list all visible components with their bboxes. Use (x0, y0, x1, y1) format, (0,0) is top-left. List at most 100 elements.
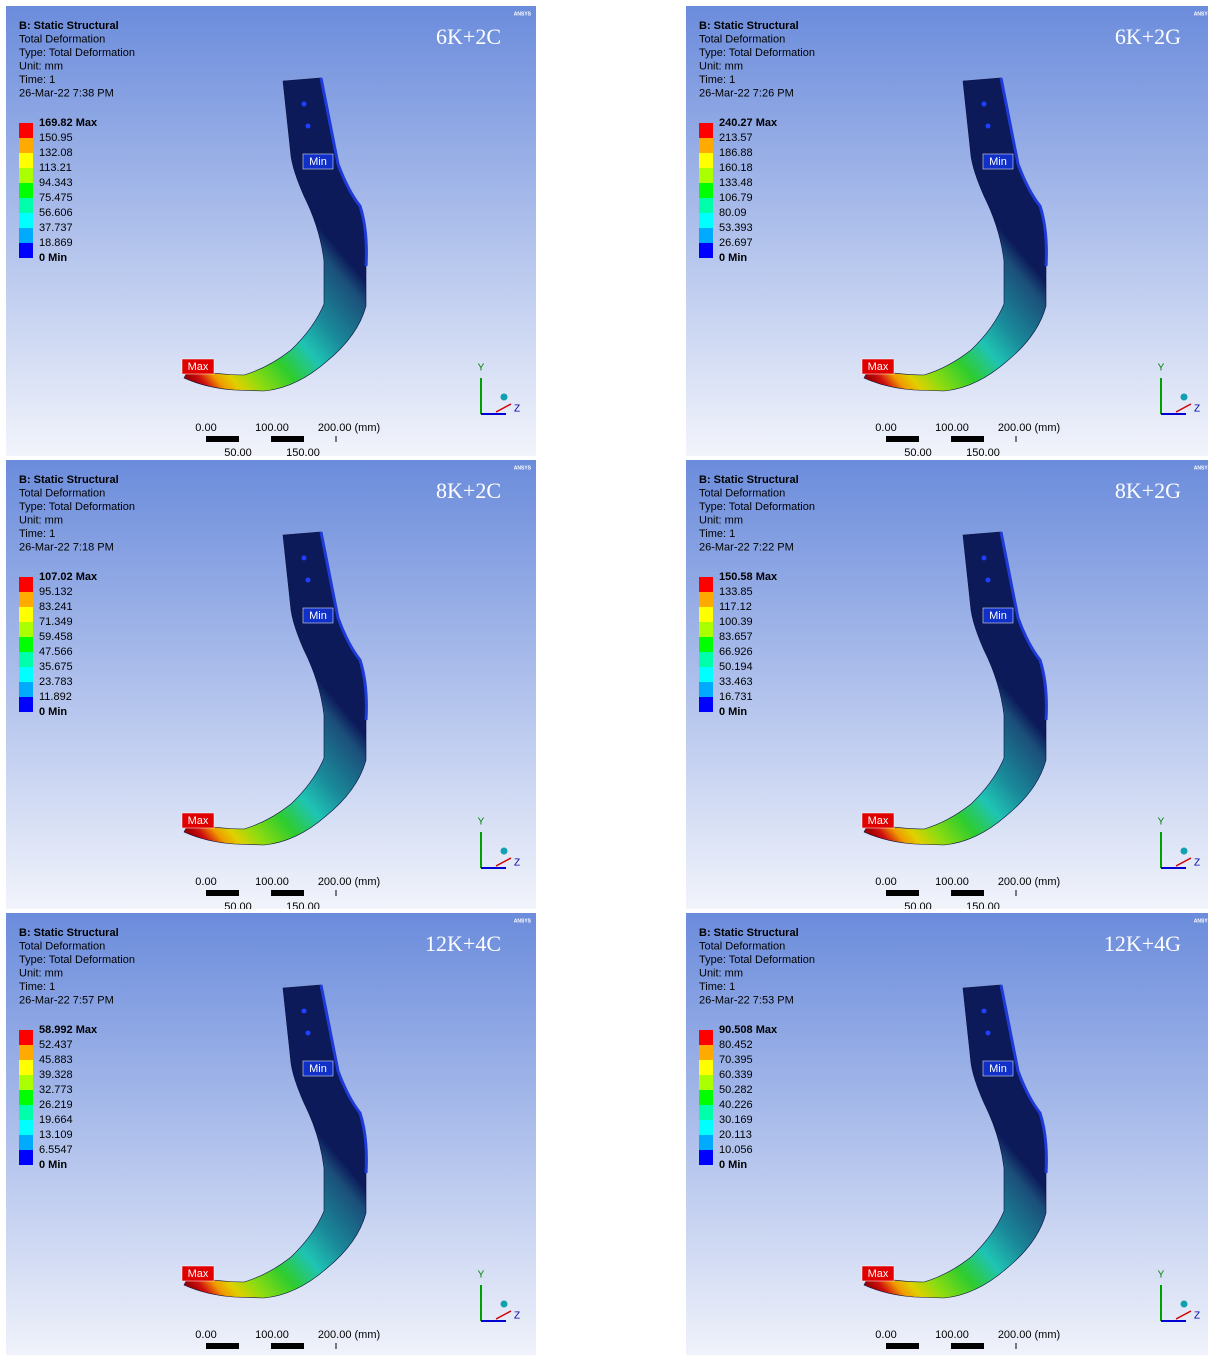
scale-bar (206, 890, 239, 896)
legend-value: 30.169 (719, 1114, 753, 1126)
scale-label: 0.00 (875, 1329, 896, 1341)
legend-value: 83.241 (39, 601, 73, 613)
legend-swatch (699, 577, 713, 592)
axis-label: Z (1194, 1311, 1200, 1322)
legend-value: 56.606 (39, 207, 73, 219)
legend-value: 50.282 (719, 1084, 753, 1096)
legend-swatch (699, 592, 713, 607)
legend-swatch (19, 592, 33, 607)
legend-swatch (19, 198, 33, 213)
scale-label: 50.00 (904, 901, 932, 909)
scale-label: 200.00 (mm) (318, 422, 380, 434)
legend-swatch (19, 667, 33, 682)
legend-value: 80.452 (719, 1039, 753, 1051)
legend-value: 0 Min (719, 706, 747, 718)
scale-bar (951, 436, 984, 442)
header-line: Total Deformation (699, 487, 785, 499)
legend-value: 150.58 Max (719, 571, 778, 583)
legend-swatch (699, 1105, 713, 1120)
max-tag: Max (188, 1268, 209, 1280)
legend-swatch (699, 198, 713, 213)
header-line: Total Deformation (699, 940, 785, 952)
legend-swatch (699, 622, 713, 637)
header-line: Unit: mm (699, 60, 743, 72)
axis-label: Z (514, 858, 520, 869)
legend-value: 0 Min (719, 252, 747, 264)
hole (302, 102, 307, 107)
header-line: B: Static Structural (19, 20, 119, 32)
header-line: Type: Total Deformation (19, 501, 135, 513)
max-tag: Max (188, 815, 209, 827)
logo: ANSYS (1194, 465, 1208, 471)
triad-ball (1181, 394, 1188, 401)
axis-label: Z (1194, 404, 1200, 415)
triad-ball (501, 1301, 508, 1308)
legend-value: 107.02 Max (39, 571, 98, 583)
hole (306, 124, 311, 129)
viewport: B: Static StructuralTotal DeformationTyp… (6, 6, 536, 456)
legend-value: 16.731 (719, 691, 753, 703)
legend-value: 35.675 (39, 661, 73, 673)
legend-swatch (699, 183, 713, 198)
legend-value: 39.328 (39, 1069, 73, 1081)
hole (982, 102, 987, 107)
header-line: B: Static Structural (699, 20, 799, 32)
legend-value: 90.508 Max (719, 1024, 778, 1036)
legend-value: 132.08 (39, 147, 73, 159)
legend-swatch (699, 1030, 713, 1045)
scale-label: 50.00 (224, 447, 252, 456)
scale-bar (951, 1343, 984, 1349)
legend-swatch (699, 607, 713, 622)
scale-label: 0.00 (195, 422, 216, 434)
scale-label: 100.00 (255, 876, 289, 888)
min-tag: Min (989, 610, 1007, 622)
legend-swatch (699, 168, 713, 183)
max-tag: Max (868, 361, 889, 373)
header-line: Time: 1 (699, 74, 735, 86)
hole (982, 556, 987, 561)
header-line: Type: Total Deformation (699, 954, 815, 966)
scale-label: 150.00 (286, 447, 320, 456)
header-line: Unit: mm (699, 514, 743, 526)
legend-swatch (19, 1150, 33, 1165)
legend-swatch (699, 1075, 713, 1090)
legend-value: 60.339 (719, 1069, 753, 1081)
legend-value: 33.463 (719, 676, 753, 688)
scale-label: 100.00 (935, 422, 969, 434)
scale-bar (206, 1343, 239, 1349)
legend-swatch (19, 637, 33, 652)
legend-swatch (699, 1045, 713, 1060)
legend-value: 47.566 (39, 646, 73, 658)
legend-swatch (19, 1045, 33, 1060)
legend-swatch (19, 228, 33, 243)
legend-swatch (699, 697, 713, 712)
scale-label: 150.00 (966, 447, 1000, 456)
viewport: B: Static StructuralTotal DeformationTyp… (686, 913, 1208, 1355)
triad-ball (1181, 1301, 1188, 1308)
hole (306, 1031, 311, 1036)
hole (986, 1031, 991, 1036)
axis-label: Z (514, 1311, 520, 1322)
legend-swatch (19, 1060, 33, 1075)
hole (986, 124, 991, 129)
legend-swatch (699, 138, 713, 153)
result-panel: B: Static StructuralTotal DeformationTyp… (6, 913, 536, 1355)
scale-label: 100.00 (255, 1329, 289, 1341)
legend-value: 53.393 (719, 222, 753, 234)
logo: ANSYS (1194, 918, 1208, 924)
legend-swatch (699, 213, 713, 228)
scale-bar (206, 436, 239, 442)
legend-value: 0 Min (39, 706, 67, 718)
legend-swatch (19, 1135, 33, 1150)
legend-value: 50.194 (719, 661, 753, 673)
min-tag: Min (309, 1063, 327, 1075)
legend-swatch (699, 228, 713, 243)
legend-swatch (699, 682, 713, 697)
scale-bar (886, 890, 919, 896)
min-tag: Min (989, 1063, 1007, 1075)
scale-label: 100.00 (935, 1329, 969, 1341)
legend-swatch (699, 1150, 713, 1165)
logo: ANSYS (514, 465, 532, 471)
axis-label: Y (1158, 817, 1165, 828)
scale-label: 100.00 (935, 876, 969, 888)
